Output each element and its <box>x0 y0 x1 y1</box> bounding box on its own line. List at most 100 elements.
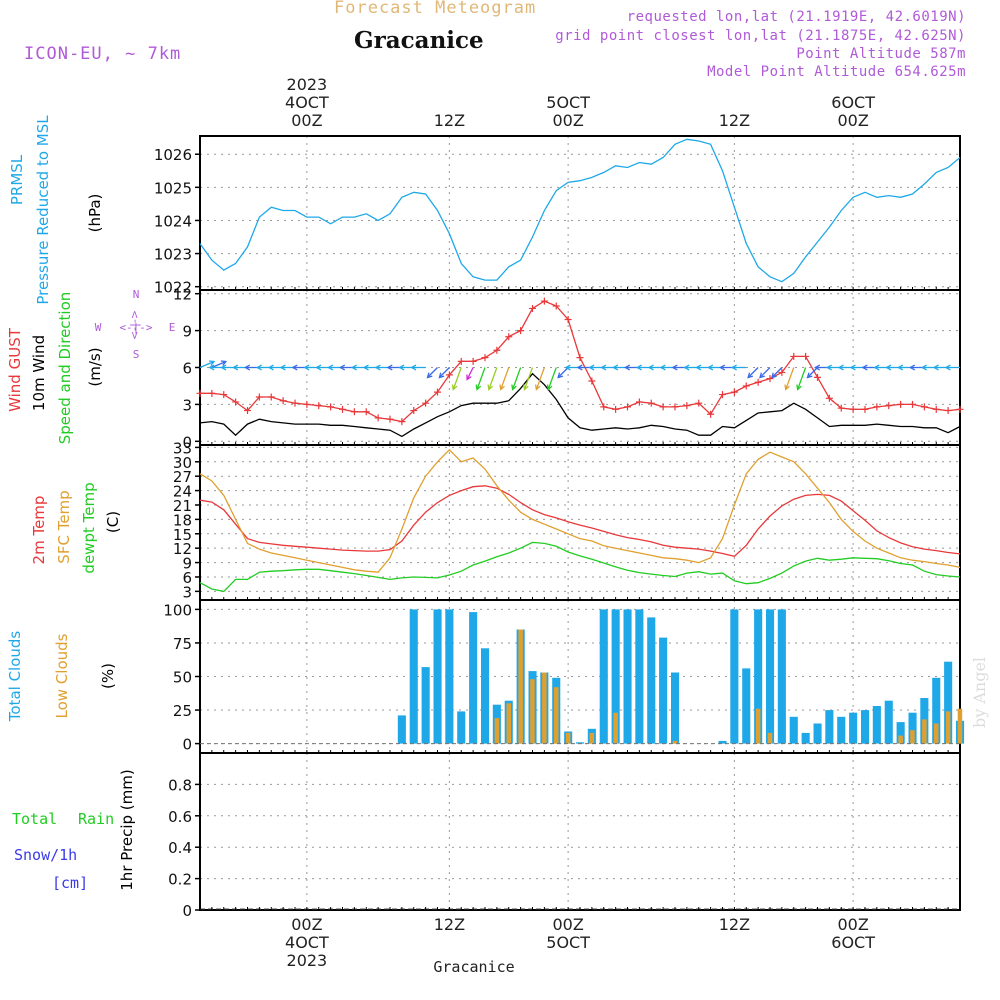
y-tick-label: 0 <box>182 902 192 920</box>
wind-direction-arrow <box>771 367 783 378</box>
total-cloud-bar <box>718 740 727 744</box>
wind-label-unit: (m/s) <box>86 347 104 386</box>
wind-direction-arrow <box>476 367 486 390</box>
low-cloud-bar <box>922 719 927 744</box>
gust-marker <box>790 352 798 360</box>
gust-marker <box>766 375 774 383</box>
temp-label-sfc: SFC Temp <box>55 490 73 563</box>
y-tick-label: 100 <box>163 601 192 619</box>
gust-marker <box>303 400 311 408</box>
y-tick-label: 33 <box>173 439 192 457</box>
compass-we-arrow: <-|-> <box>119 321 152 334</box>
wind-direction-arrow <box>427 367 438 378</box>
y-tick-label: 0 <box>182 433 192 451</box>
gust-marker <box>612 405 620 413</box>
y-tick-label: 27 <box>173 468 192 486</box>
low-cloud-bar <box>910 730 915 744</box>
gust-marker <box>920 403 928 411</box>
low-cloud-bar <box>755 708 761 744</box>
wind-arrow-head <box>861 364 868 371</box>
y-tick-label: 1026 <box>154 146 192 164</box>
low-cloud-bar <box>957 708 963 744</box>
wind-label-gust: Wind GUST <box>6 327 24 412</box>
wind-arrow-head <box>279 364 286 371</box>
gust-marker <box>232 398 240 406</box>
total-cloud-bar <box>647 617 656 744</box>
panel-titles: PRMSL Pressure Reduced to MSL (hPa) Wind GU… <box>6 115 175 892</box>
total-cloud-bar <box>801 732 810 744</box>
wind-arrow-head <box>909 364 916 371</box>
y-tick-label: 0.4 <box>168 839 192 857</box>
wind-direction-arrow <box>759 367 771 378</box>
y-tick-label: 6 <box>182 360 192 378</box>
y-tick-label: 6 <box>182 569 192 587</box>
wind-arrow-head <box>897 364 904 371</box>
wind-arrow-head <box>612 364 619 371</box>
gust-marker <box>327 403 335 411</box>
temp-line-2m-temp <box>199 485 961 558</box>
y-tick-label: 75 <box>173 635 192 653</box>
wind-arrow-head <box>770 372 777 379</box>
gust-marker <box>802 352 810 360</box>
panel-frame <box>199 135 961 291</box>
gust-marker <box>873 403 881 411</box>
wind-direction-arrow <box>211 360 227 369</box>
wind-direction-arrow <box>512 367 522 390</box>
bottom-time-label: 2023 <box>287 951 328 970</box>
gust-marker <box>600 403 608 411</box>
wind-direction-arrow <box>797 367 807 390</box>
total-cloud-bar <box>896 722 905 744</box>
gust-marker <box>707 410 715 418</box>
wind-direction-arrow <box>438 367 450 378</box>
bottom-time-label: 4OCT <box>285 933 329 952</box>
gust-marker <box>837 404 845 412</box>
wind-direction-arrow <box>523 367 534 390</box>
wind-arrow-head <box>232 364 239 371</box>
model-altitude: Model Point Altitude 654.625m <box>707 64 966 80</box>
gust-marker <box>552 302 560 310</box>
low-cloud-bar <box>565 732 571 744</box>
wind-arrow-head <box>451 384 458 391</box>
panel-frames <box>199 135 961 911</box>
wind-arrow-head <box>410 364 417 371</box>
wind-direction-arrow <box>535 367 545 390</box>
wind-direction-arrow <box>785 367 795 390</box>
wind-arrow-head <box>564 364 571 371</box>
gust-marker <box>897 400 905 408</box>
wind-arrow-head <box>546 384 553 391</box>
grid-layer <box>200 136 960 911</box>
gust-marker <box>730 388 738 396</box>
wind-arrow-head <box>327 364 334 371</box>
wind-arrow-head <box>499 384 505 391</box>
wind-arrow-head <box>671 364 678 371</box>
total-cloud-bar <box>932 677 941 744</box>
wind-arrow-head <box>220 364 227 371</box>
total-cloud-bar <box>635 609 644 744</box>
wind-arrow-head <box>647 364 654 371</box>
gust-marker <box>220 391 228 399</box>
pressure-label-unit: (hPa) <box>86 194 104 233</box>
gust-marker <box>956 405 964 413</box>
low-cloud-bar <box>554 687 559 744</box>
y-tick-label: 21 <box>173 497 192 515</box>
gust-marker <box>374 414 382 422</box>
wind-arrow-head <box>208 360 216 366</box>
wind-arrow-head <box>398 364 405 371</box>
y-tick-label: 12 <box>173 540 192 558</box>
panel-frame <box>199 752 961 911</box>
total-cloud-bar <box>457 711 466 744</box>
top-time-label: 2023 <box>287 75 328 94</box>
product-title: Forecast Meteogram <box>334 0 537 18</box>
top-time-label: 00Z <box>291 111 322 130</box>
wind-arrow-head <box>220 360 228 366</box>
total-cloud-bar <box>730 609 739 744</box>
y-tick-label: 50 <box>173 669 192 687</box>
wind-arrow-head <box>747 372 754 379</box>
y-tick-label: 0.2 <box>168 871 192 889</box>
data-layer <box>196 138 965 910</box>
wind-arrow-head <box>255 364 262 371</box>
pressure-line <box>199 138 961 283</box>
low-cloud-bar <box>672 740 678 744</box>
wind-arrow-head <box>475 384 482 391</box>
gust-marker <box>695 399 703 407</box>
